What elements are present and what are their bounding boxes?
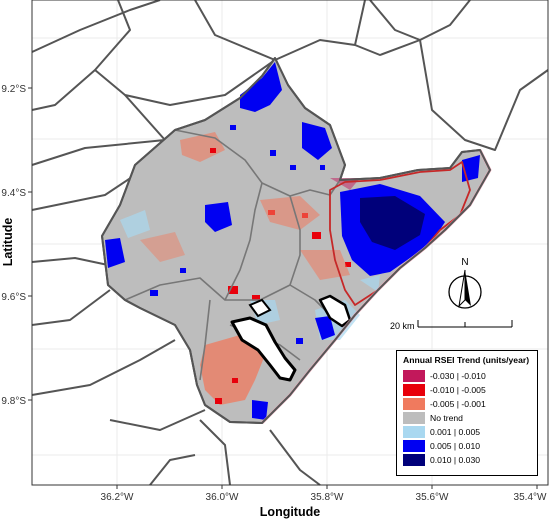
y-tick-label: 9.8°S xyxy=(1,396,26,407)
legend-item-label: -0.005 | -0.001 xyxy=(430,399,486,409)
legend-item: -0.005 | -0.001 xyxy=(403,397,531,411)
lagoon-small xyxy=(248,298,272,318)
legend-item-label: 0.005 | 0.010 xyxy=(430,441,481,451)
legend-swatch xyxy=(403,370,425,382)
positive-trend-patches xyxy=(105,62,480,420)
x-tick-labels: 36.2°W 36.0°W 35.8°W 35.6°W 35.4°W xyxy=(101,492,547,503)
lagoon-west xyxy=(230,316,297,382)
north-label: N xyxy=(461,257,468,268)
legend-swatch xyxy=(403,398,425,410)
legend-swatch xyxy=(403,426,425,438)
x-tick-label: 36.2°W xyxy=(101,492,134,503)
legend-swatch xyxy=(403,454,425,466)
legend-item-label: No trend xyxy=(430,413,463,423)
legend-item: -0.010 | -0.005 xyxy=(403,383,531,397)
legend-item-label: 0.010 | 0.030 xyxy=(430,455,481,465)
y-tick-label: 9.4°S xyxy=(1,188,26,199)
neighbour-boundaries xyxy=(31,0,549,486)
x-tick-marks xyxy=(116,485,538,489)
y-tick-label: 9.2°S xyxy=(1,84,26,95)
legend-title: Annual RSEI Trend (units/year) xyxy=(403,355,530,365)
legend-item-label: -0.010 | -0.005 xyxy=(430,385,486,395)
y-tick-label: 9.6°S xyxy=(1,292,26,303)
study-area-outline xyxy=(101,57,491,424)
legend-swatch xyxy=(403,412,425,424)
y-tick-marks xyxy=(28,87,32,401)
scale-bar: 20 km xyxy=(390,320,513,331)
legend-item: No trend xyxy=(403,411,531,425)
legend: Annual RSEI Trend (units/year) -0.030 | … xyxy=(396,350,538,476)
y-tick-labels: 9.2°S 9.4°S 9.6°S 9.8°S xyxy=(1,84,26,407)
scale-label: 20 km xyxy=(390,321,415,331)
legend-item: 0.010 | 0.030 xyxy=(403,453,531,467)
legend-item-label: 0.001 | 0.005 xyxy=(430,427,481,437)
x-axis-title: Longitude xyxy=(260,505,320,519)
x-tick-label: 35.4°W xyxy=(514,492,547,503)
negative-trend-patches xyxy=(140,132,360,405)
highlighted-boundary xyxy=(329,161,471,306)
legend-item-label: -0.030 | -0.010 xyxy=(430,371,486,381)
legend-item: 0.005 | 0.010 xyxy=(403,439,531,453)
legend-item: -0.030 | -0.010 xyxy=(403,369,531,383)
legend-item: 0.001 | 0.005 xyxy=(403,425,531,439)
x-tick-label: 35.8°W xyxy=(311,492,344,503)
x-tick-label: 36.0°W xyxy=(206,492,239,503)
legend-swatch xyxy=(403,440,425,452)
north-arrow: N xyxy=(448,257,482,309)
x-tick-label: 35.6°W xyxy=(416,492,449,503)
y-axis-title: Latitude xyxy=(1,218,15,267)
panel-border xyxy=(31,0,549,486)
legend-swatch xyxy=(403,384,425,396)
